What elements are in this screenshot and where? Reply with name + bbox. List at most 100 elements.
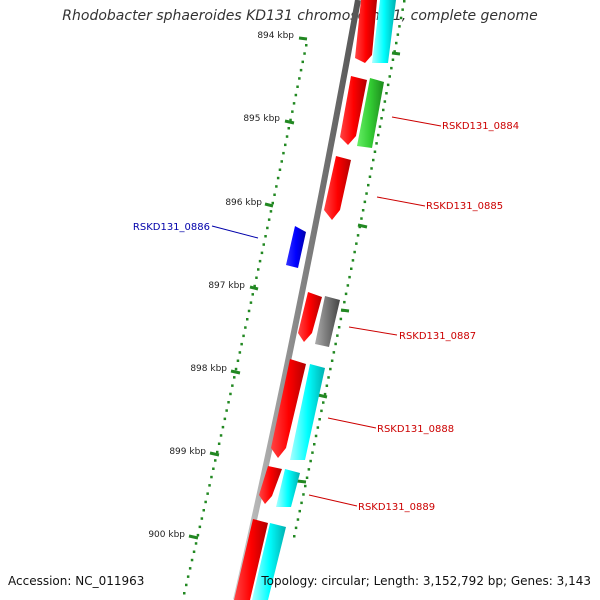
tick-dot	[210, 475, 213, 479]
tick-dot	[339, 317, 343, 321]
kbp-tick	[188, 534, 199, 540]
forward-cds-features[interactable]	[234, 0, 377, 600]
tick-dot	[375, 142, 378, 145]
kbp-tick	[284, 119, 295, 125]
tick-dot	[316, 426, 320, 429]
tick-dot	[240, 342, 243, 346]
kbp-label: 896 kbp	[225, 198, 262, 208]
tick-dot	[202, 509, 205, 512]
tick-dot	[216, 450, 219, 454]
tick-dot	[198, 525, 202, 529]
tick-dot	[258, 259, 262, 263]
tick-dot	[196, 533, 200, 537]
gene-feature-rna	[372, 0, 396, 63]
tick-dot	[190, 558, 194, 562]
tick-dot	[206, 492, 209, 495]
tick-dot	[275, 185, 278, 188]
gene-label: RSKD131_0887	[399, 331, 476, 342]
gene-feature-grey[interactable]	[315, 296, 340, 347]
tick-dot	[255, 276, 258, 279]
tick-dot	[377, 133, 380, 137]
tick-dot	[401, 8, 404, 11]
gene-feature-green[interactable]	[357, 78, 384, 148]
tick-dot	[212, 467, 215, 470]
tick-dot	[301, 60, 304, 64]
tick-dot	[267, 218, 271, 221]
tick-dot	[365, 192, 368, 195]
tick-dot	[370, 167, 373, 170]
kbp-tick	[249, 285, 259, 291]
kbp-label: 895 kbp	[243, 114, 280, 124]
tick-dot	[396, 33, 400, 36]
kbp-ticks	[188, 36, 308, 540]
tick-dot	[296, 518, 300, 521]
kbp-label: 899 kbp	[169, 447, 206, 457]
gene-feature-rna	[276, 469, 300, 507]
tick-dot	[266, 226, 269, 230]
tick-dot	[244, 326, 247, 329]
gene-feature-reverse[interactable]	[286, 226, 306, 268]
tick-dot	[273, 193, 276, 196]
tick-dot	[296, 85, 299, 88]
tick-dot	[353, 250, 356, 254]
gene-feature-cds	[271, 359, 306, 458]
tick-dot	[302, 493, 305, 496]
tick-dot	[289, 118, 292, 122]
tick-dot	[329, 367, 332, 371]
leader-line	[308, 494, 358, 507]
tick-dot	[234, 367, 238, 371]
genome-summary-text: Topology: circular; Length: 3,152,792 bp…	[261, 574, 591, 588]
tick-dot	[304, 484, 307, 488]
tick-dot	[314, 434, 318, 438]
tick-dot	[305, 44, 308, 47]
tick-dot	[367, 183, 370, 187]
gene-label: RSKD131_0888	[377, 424, 454, 435]
tick-dot	[309, 459, 312, 463]
tick-dot	[343, 300, 346, 304]
tick-dot	[227, 401, 230, 404]
tick-dot	[388, 75, 391, 78]
gene-feature-rna	[252, 523, 286, 600]
gene-label: RSKD131_0884	[442, 121, 519, 132]
tick-dot	[380, 117, 383, 120]
tick-dot	[399, 16, 403, 20]
tick-dot	[247, 309, 251, 313]
tick-dot	[344, 292, 348, 296]
tick-dot	[398, 25, 401, 28]
tick-dot	[192, 550, 196, 553]
gene-labels: RSKD131_0884 RSKD131_0885 RSKD131_0886 R…	[133, 121, 519, 513]
tick-dot	[236, 359, 240, 362]
tick-dot	[327, 376, 330, 379]
tick-dot	[264, 235, 267, 238]
tick-dot	[223, 417, 227, 421]
tick-dot	[391, 58, 395, 61]
tick-dot	[358, 225, 361, 229]
tick-dot	[403, 0, 406, 3]
gene-feature-cds	[324, 156, 351, 220]
tick-dot	[246, 318, 249, 321]
tick-dot	[360, 217, 363, 220]
tick-dot	[313, 443, 316, 446]
forward-rna-features[interactable]	[252, 0, 396, 600]
kbp-label: 897 kbp	[208, 281, 245, 291]
kbp-tick-dots	[183, 0, 406, 595]
gene-feature-cds	[298, 292, 322, 342]
tick-dot	[186, 575, 190, 578]
tick-dot	[323, 392, 327, 396]
tick-dot	[355, 242, 358, 245]
tick-dot	[257, 268, 260, 271]
tick-dot	[221, 425, 225, 429]
tick-dot	[351, 259, 355, 262]
tick-dot	[294, 526, 298, 530]
kbp-label: 898 kbp	[190, 364, 227, 374]
tick-dot	[363, 200, 367, 204]
tick-dot	[307, 468, 311, 471]
tick-dot	[320, 409, 323, 413]
gene-label: RSKD131_0889	[358, 502, 435, 513]
tick-dot	[185, 583, 188, 587]
gene-label: RSKD131_0886	[133, 222, 210, 233]
tick-dot	[346, 284, 350, 287]
tick-dot	[278, 168, 282, 171]
tick-dot	[188, 567, 192, 570]
tick-dot	[251, 293, 254, 296]
